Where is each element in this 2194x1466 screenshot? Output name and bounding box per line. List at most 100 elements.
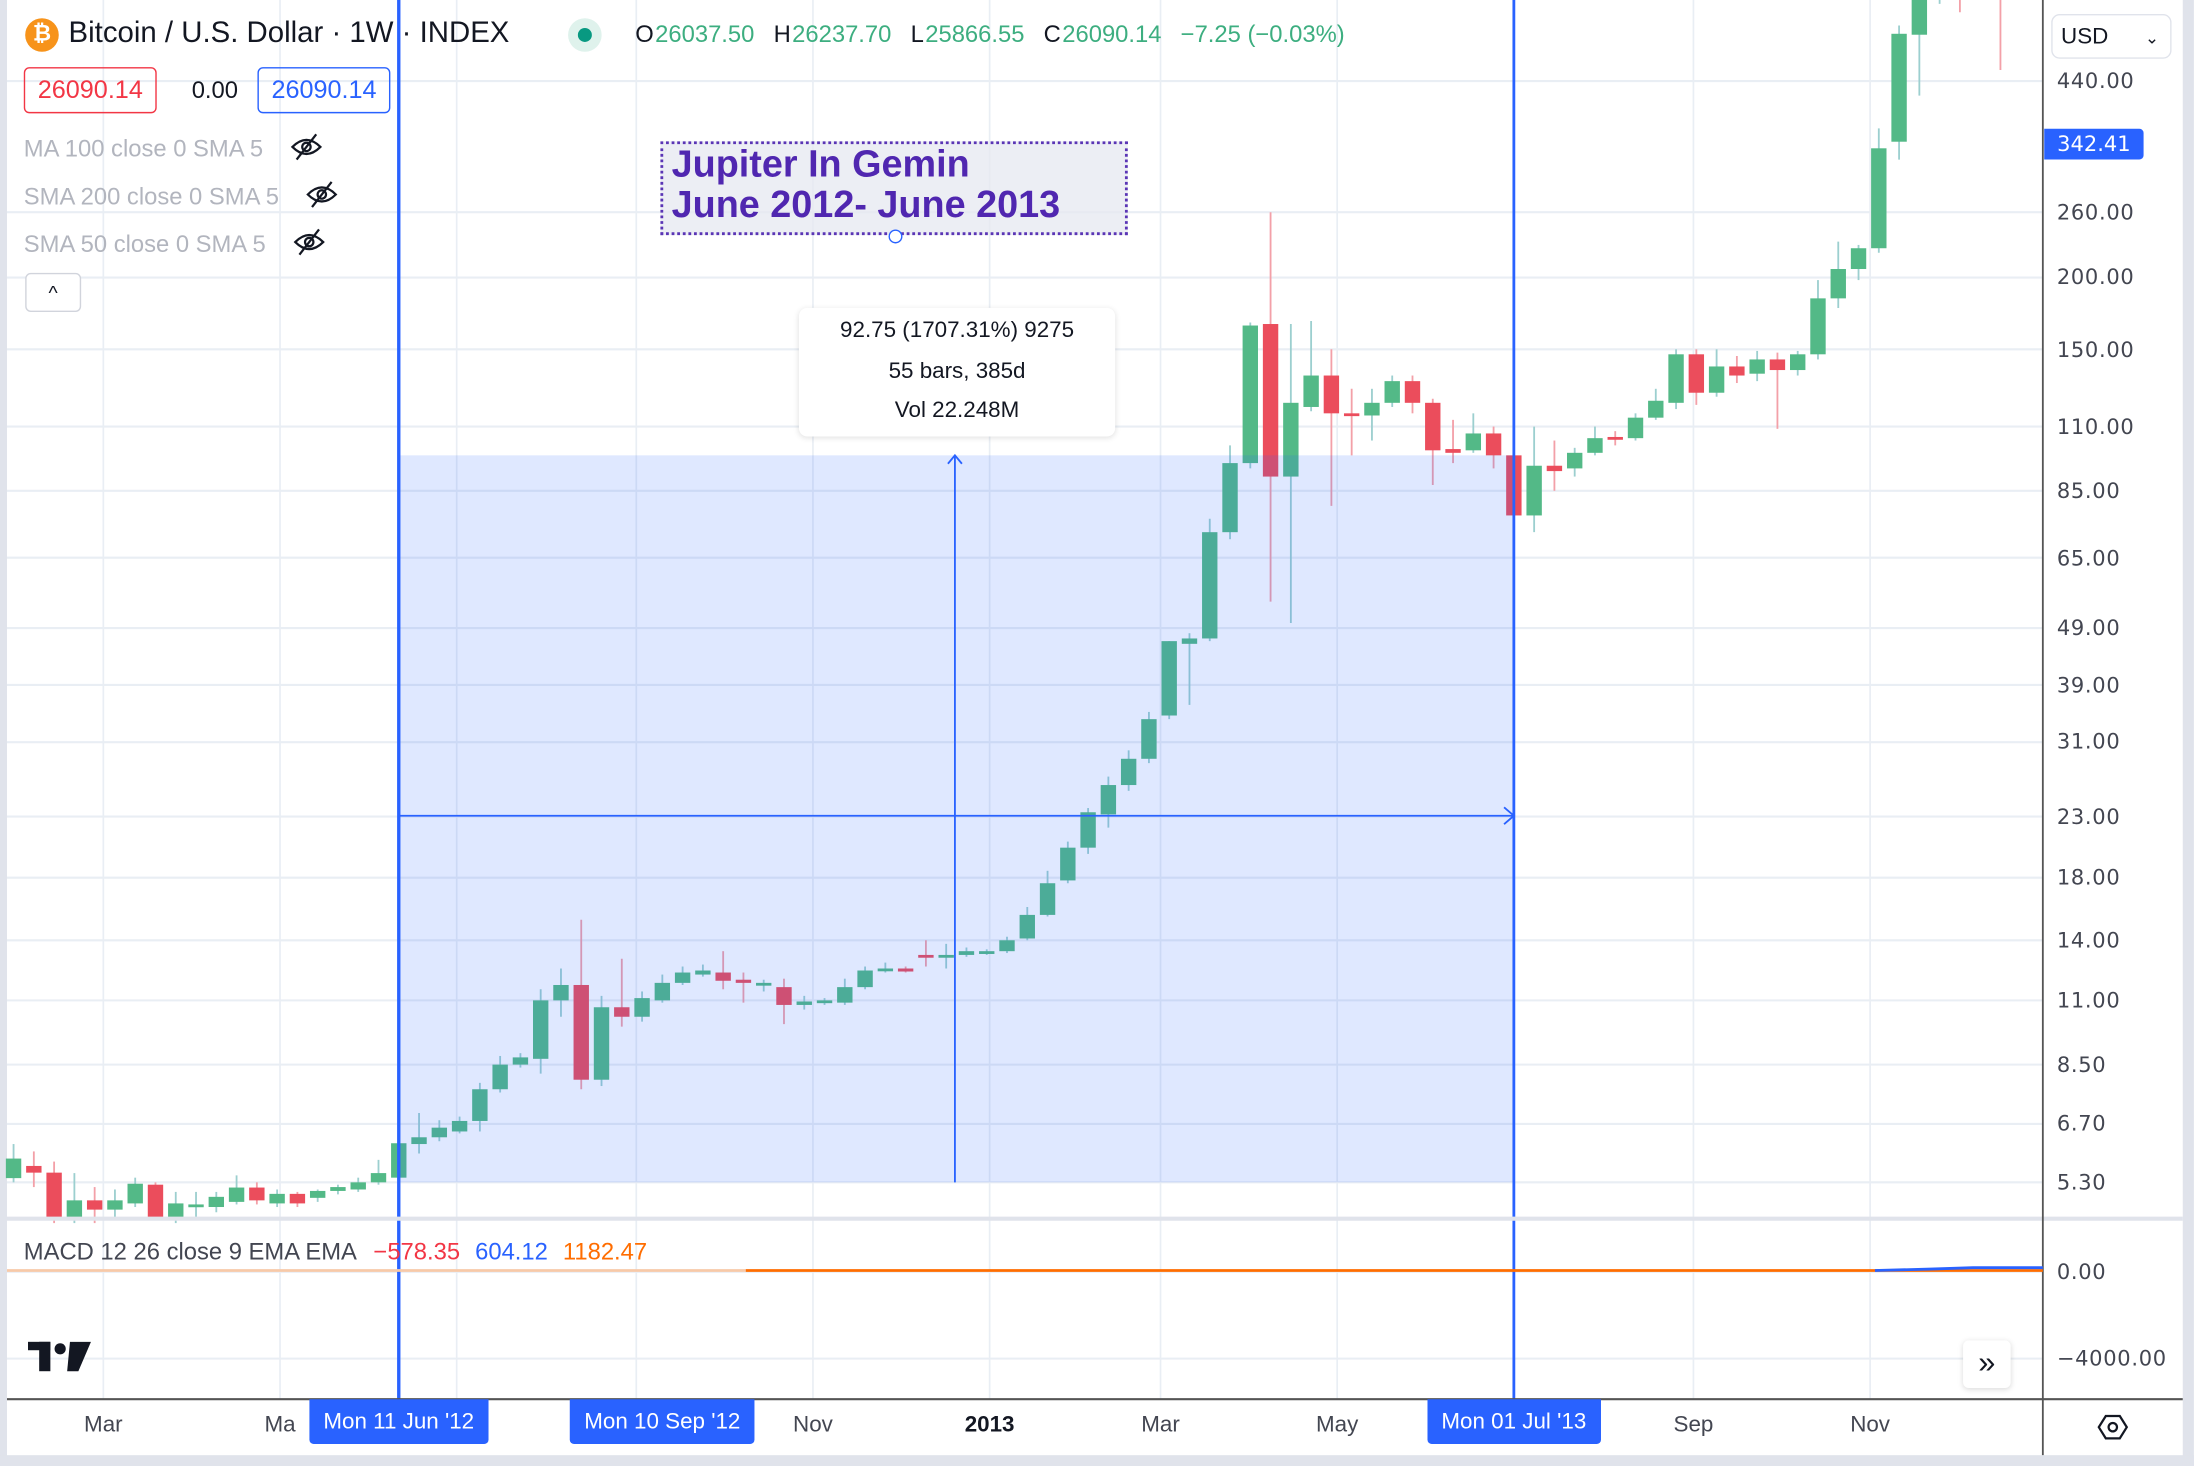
annotation-handle[interactable]: [888, 229, 903, 244]
time-tick: 2013: [964, 1413, 1015, 1437]
candle: [1202, 518, 1218, 642]
candle: [1425, 398, 1441, 486]
ohlc-readout: O26037.50 H26237.70 L25866.55 C26090.14 …: [635, 21, 1357, 49]
candle: [1060, 841, 1076, 884]
candle-body: [1830, 269, 1846, 299]
candle-body: [735, 979, 752, 983]
indicator-sma50[interactable]: SMA 50 close 0 SMA 5: [24, 228, 326, 263]
time-tick: Sep: [1673, 1413, 1714, 1437]
price-tick: 440.00: [2056, 68, 2135, 94]
candle-body: [1445, 449, 1461, 453]
candle-body: [695, 970, 711, 975]
candle: [1810, 280, 1826, 360]
macd-line-value: 604.12: [475, 1238, 548, 1265]
text-annotation[interactable]: Jupiter In Gemin June 2012- June 2013: [660, 141, 1128, 236]
candle: [715, 951, 731, 990]
spread-value: 0.00: [191, 76, 238, 104]
price-tick: 5.30: [2056, 1169, 2107, 1195]
candle: [1871, 128, 1887, 253]
symbol-title[interactable]: Bitcoin / U.S. Dollar · 1W · INDEX: [68, 16, 510, 49]
candle: [1465, 413, 1482, 453]
currency-label: USD: [2061, 25, 2109, 49]
candle-body: [1141, 719, 1157, 759]
measure-change: 92.75 (1707.31%) 9275: [840, 319, 1075, 343]
close-key: C: [1043, 20, 1061, 48]
currency-dropdown[interactable]: USD ⌄: [2051, 13, 2172, 59]
time-tick: Nov: [1850, 1413, 1891, 1437]
candle-body: [1688, 354, 1705, 393]
price-tick: 200.00: [2056, 264, 2135, 291]
candle: [1323, 349, 1340, 506]
candle: [877, 962, 894, 973]
candle-body: [86, 1200, 103, 1210]
tradingview-logo[interactable]: [27, 1338, 92, 1381]
candle: [1938, 0, 1941, 4]
candle: [816, 998, 833, 1005]
candle-body: [715, 972, 731, 981]
candle-body: [1364, 402, 1380, 416]
candle-body: [1262, 324, 1279, 477]
price-tick: 39.00: [2056, 672, 2121, 698]
candle: [1120, 750, 1137, 791]
candle: [350, 1177, 366, 1192]
candle-body: [1668, 354, 1684, 403]
price-tick: 85.00: [2056, 478, 2121, 504]
high-value: 26237.70: [792, 20, 892, 48]
candle-body: [634, 998, 650, 1017]
candle: [837, 978, 853, 1005]
indicator-ma100[interactable]: MA 100 close 0 SMA 5: [24, 133, 323, 168]
candle: [532, 989, 549, 1074]
candle: [512, 1053, 529, 1068]
measure-tooltip: 92.75 (1707.31%) 9275 55 bars, 385d Vol …: [798, 307, 1116, 437]
candle-body: [1891, 33, 1907, 142]
candle: [897, 966, 914, 973]
settings-icon[interactable]: [2097, 1412, 2129, 1450]
candle: [1830, 241, 1846, 309]
candle: [1161, 641, 1177, 720]
eye-off-icon[interactable]: [292, 228, 326, 263]
candle: [1039, 870, 1056, 917]
candle: [999, 936, 1015, 954]
candle: [674, 966, 691, 985]
scroll-to-realtime-button[interactable]: »: [1963, 1340, 2011, 1389]
price-tick: 6.70: [2056, 1111, 2107, 1137]
candle: [1708, 349, 1725, 397]
candle: [1891, 25, 1907, 160]
eye-off-icon[interactable]: [305, 180, 339, 215]
arrow-up-icon: [947, 453, 963, 465]
candle: [918, 940, 934, 967]
macd-signal-value: 1182.47: [562, 1238, 648, 1265]
candle-body: [147, 1184, 164, 1218]
time-marker-label: Mon 11 Jun '12: [309, 1399, 489, 1444]
low-value: 25866.55: [925, 20, 1025, 48]
candle-body: [979, 951, 995, 954]
collapse-legend-button[interactable]: ^: [25, 272, 82, 313]
measure-volume: Vol 22.248M: [894, 398, 1020, 423]
indicator-label: SMA 50 close 0 SMA 5: [23, 230, 266, 258]
buy-button[interactable]: 26090.14: [257, 67, 391, 114]
candle-body: [228, 1187, 245, 1202]
macd-line: [1874, 1266, 2043, 1272]
candle-body: [309, 1190, 326, 1198]
candle: [1445, 419, 1461, 464]
macd-label: MACD 12 26 close 9 EMA EMA: [23, 1238, 356, 1265]
candle-body: [1607, 436, 1623, 440]
candle-body: [918, 954, 934, 958]
candle-body: [1323, 375, 1340, 414]
indicator-sma200[interactable]: SMA 200 close 0 SMA 5: [24, 180, 339, 215]
candle-body: [1181, 638, 1198, 644]
time-tick: May: [1316, 1413, 1359, 1437]
candle-body: [1769, 359, 1786, 371]
candle: [614, 958, 630, 1027]
high-key: H: [773, 20, 791, 48]
macd-legend[interactable]: MACD 12 26 close 9 EMA EMA −578.35 604.1…: [24, 1238, 647, 1266]
eye-off-icon[interactable]: [289, 133, 323, 168]
sell-button[interactable]: 26090.14: [23, 67, 157, 114]
macd-hist-value: −578.35: [373, 1238, 461, 1265]
candle-body: [289, 1193, 306, 1204]
candle-body: [431, 1127, 448, 1138]
candle-body: [512, 1057, 529, 1065]
market-status-icon[interactable]: [568, 18, 602, 52]
